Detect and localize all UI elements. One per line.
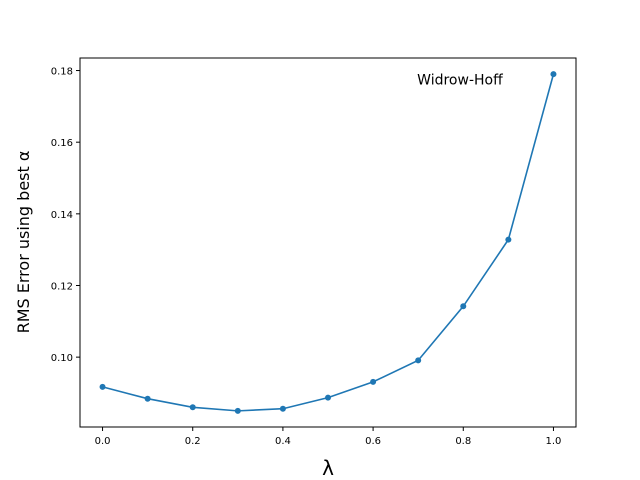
x-axis-label: λ xyxy=(322,456,334,480)
data-point xyxy=(370,378,377,385)
x-tick-label: 0.0 xyxy=(95,436,111,447)
data-point xyxy=(144,395,151,402)
series-layer xyxy=(99,71,557,414)
x-axis-ticks: 0.0 0.2 0.4 0.6 0.8 1.0 xyxy=(95,427,562,447)
data-point xyxy=(325,394,331,401)
data-point xyxy=(415,357,422,364)
y-tick-label: 0.18 xyxy=(51,67,73,78)
y-tick-label: 0.12 xyxy=(51,281,73,292)
plot-frame xyxy=(79,57,577,428)
x-tick-label: 0.4 xyxy=(275,436,291,447)
y-axis-ticks: 0.10 0.12 0.14 0.16 0.18 xyxy=(51,67,80,364)
y-tick-label: 0.14 xyxy=(51,210,73,221)
y-tick-label: 0.16 xyxy=(51,138,73,149)
data-point xyxy=(99,383,106,390)
widrow-hoff-annotation: Widrow-Hoff xyxy=(417,72,503,88)
data-point xyxy=(279,405,286,412)
data-point xyxy=(505,236,512,243)
data-point xyxy=(234,407,241,414)
data-point xyxy=(460,303,467,310)
y-tick-label: 0.10 xyxy=(51,353,73,364)
data-point xyxy=(550,71,557,78)
data-point xyxy=(189,404,196,411)
x-tick-label: 1.0 xyxy=(546,436,562,447)
y-axis-label: RMS Error using best α xyxy=(14,151,33,334)
plot-area xyxy=(79,57,577,428)
x-tick-label: 0.6 xyxy=(365,436,381,447)
x-tick-label: 0.8 xyxy=(455,436,471,447)
x-tick-label: 0.2 xyxy=(185,436,201,447)
